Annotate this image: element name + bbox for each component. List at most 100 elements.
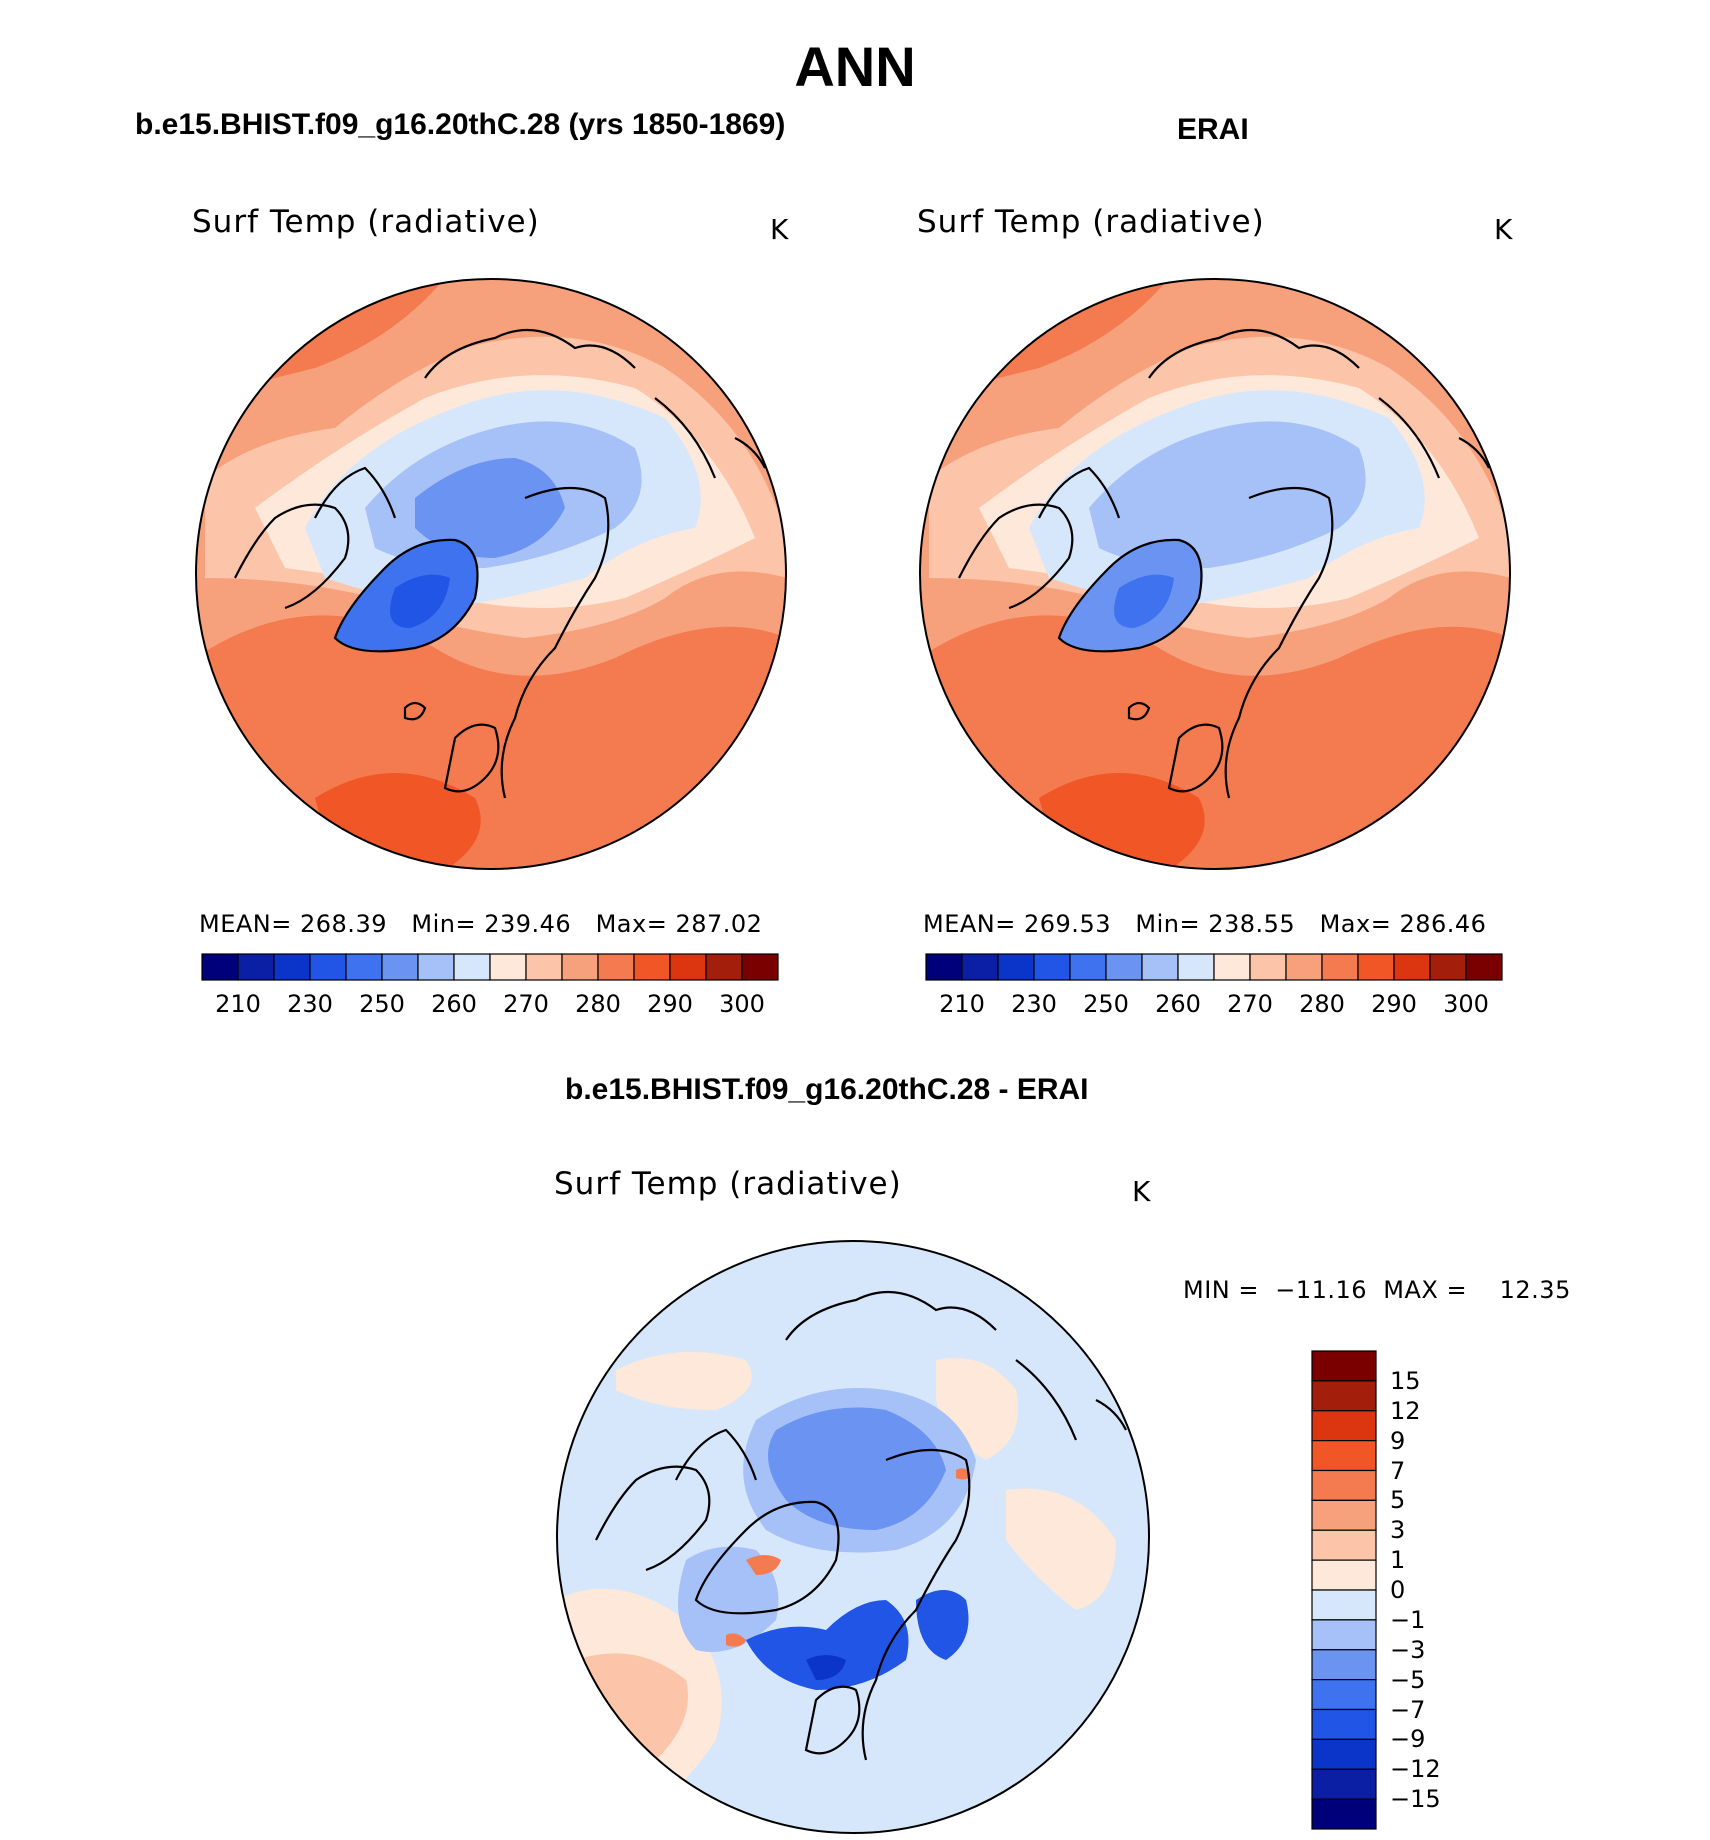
colorbar-tick-label: 300 [1443,990,1489,1018]
colorbar-tick-label: 290 [647,990,693,1018]
min-value: 239.46 [484,910,572,938]
colorbar-swatch [309,953,347,981]
max-label: Max= [1319,910,1392,938]
colorbar-swatch [741,953,779,981]
colorbar-swatch [1311,1440,1377,1472]
colorbar-swatch [1321,953,1359,981]
mean-value: 269.53 [1024,910,1111,938]
min-value: 238.55 [1208,910,1296,938]
colorbar-tick-label: 270 [1227,990,1273,1018]
colorbar-swatch [1311,1410,1377,1442]
colorbar-swatch [1105,953,1143,981]
colorbar-tick-label: 7 [1390,1456,1406,1485]
diff-units-label: K [1132,1175,1151,1208]
colorbar-swatch [1311,1738,1377,1770]
panel1-units-label: K [770,213,789,246]
colorbar-tick-label: −7 [1390,1695,1426,1724]
colorbar-swatch [633,953,671,981]
colorbar-swatch [1141,953,1179,981]
colorbar-tick-label: 3 [1390,1516,1406,1545]
colorbar-swatch [381,953,419,981]
colorbar-tick-label: 290 [1371,990,1417,1018]
colorbar-tick-label: 5 [1390,1486,1406,1515]
colorbar-tick-label: 1 [1390,1546,1406,1575]
colorbar-tick-label: −1 [1390,1605,1426,1634]
colorbar-tick-label: −3 [1390,1635,1426,1664]
min-label: Min= [411,910,477,938]
colorbar-swatch [345,953,383,981]
max-value: 286.46 [1399,910,1487,938]
colorbar-swatch [1311,1559,1377,1591]
panel2-case-title: ERAI [1177,113,1249,146]
colorbar-swatch [1357,953,1395,981]
colorbar-swatch [1311,1589,1377,1621]
diff-colorbar [1311,1350,1377,1830]
panel1-colorbar [201,953,779,981]
mean-value: 268.39 [300,910,387,938]
panel1-case-title: b.e15.BHIST.f09_g16.20thC.28 (yrs 1850-1… [135,108,786,141]
colorbar-swatch [1429,953,1467,981]
colorbar-tick-label: −15 [1390,1785,1441,1814]
colorbar-swatch [1311,1469,1377,1501]
colorbar-swatch [961,953,999,981]
colorbar-swatch [1033,953,1071,981]
colorbar-swatch [1311,1499,1377,1531]
min-label: Min= [1135,910,1201,938]
colorbar-swatch [1177,953,1215,981]
mean-label: MEAN= [923,910,1016,938]
diff-variable-label: Surf Temp (radiative) [554,1166,902,1202]
colorbar-tick-label: 260 [431,990,477,1018]
diff-case-title: b.e15.BHIST.f09_g16.20thC.28 - ERAI [565,1073,1089,1106]
colorbar-swatch [1285,953,1323,981]
max-value: 287.02 [675,910,763,938]
colorbar-tick-label: 210 [939,990,985,1018]
colorbar-tick-label: −5 [1390,1665,1426,1694]
colorbar-swatch [1311,1768,1377,1800]
colorbar-swatch [489,953,527,981]
colorbar-tick-label: 0 [1390,1576,1406,1604]
colorbar-swatch [1213,953,1251,981]
colorbar-swatch [1393,953,1431,981]
colorbar-swatch [669,953,707,981]
colorbar-swatch [1465,953,1503,981]
panel2-colorbar [925,953,1503,981]
colorbar-tick-label: 230 [287,990,333,1018]
colorbar-swatch [1311,1619,1377,1651]
colorbar-swatch [1069,953,1107,981]
main-title: ANN [794,35,916,98]
colorbar-tick-label: 280 [1299,990,1345,1018]
mean-label: MEAN= [199,910,292,938]
colorbar-swatch [597,953,635,981]
panel2-variable-label: Surf Temp (radiative) [917,204,1265,240]
colorbar-swatch [1311,1380,1377,1412]
colorbar-swatch [997,953,1035,981]
colorbar-tick-label: 210 [215,990,261,1018]
colorbar-swatch [1311,1649,1377,1681]
colorbar-swatch [201,953,239,981]
colorbar-tick-label: −9 [1390,1725,1426,1754]
diff-minmax-text: MIN = −11.16 MAX = 12.35 [1183,1276,1571,1304]
colorbar-tick-label: −12 [1390,1755,1441,1784]
colorbar-tick-label: 230 [1011,990,1057,1018]
panel2-colorbar-ticks: 210 230 250 260 270 280 290 300 [925,990,1505,1020]
panel1-stats: MEAN= 268.39 Min= 239.46 Max= 287.02 [199,910,762,938]
colorbar-swatch [1311,1708,1377,1740]
panel1-polar-map [195,278,787,870]
panel1-variable-label: Surf Temp (radiative) [192,204,540,240]
panel2-units-label: K [1494,213,1513,246]
colorbar-tick-label: 260 [1155,990,1201,1018]
colorbar-tick-label: 9 [1390,1426,1406,1455]
panel2-stats: MEAN= 269.53 Min= 238.55 Max= 286.46 [923,910,1486,938]
colorbar-tick-label: 270 [503,990,549,1018]
colorbar-swatch [453,953,491,981]
colorbar-swatch [1249,953,1287,981]
colorbar-tick-label: 280 [575,990,621,1018]
max-label: Max= [595,910,668,938]
colorbar-swatch [1311,1529,1377,1561]
colorbar-swatch [1311,1350,1377,1382]
diff-polar-map [556,1240,1150,1834]
diff-colorbar-ticks: 15 12 9 7 5 3 1 0 −1 −3 −5 −7 −9 −12 −15 [1390,1350,1470,1832]
colorbar-swatch [925,953,963,981]
colorbar-swatch [525,953,563,981]
colorbar-swatch [273,953,311,981]
